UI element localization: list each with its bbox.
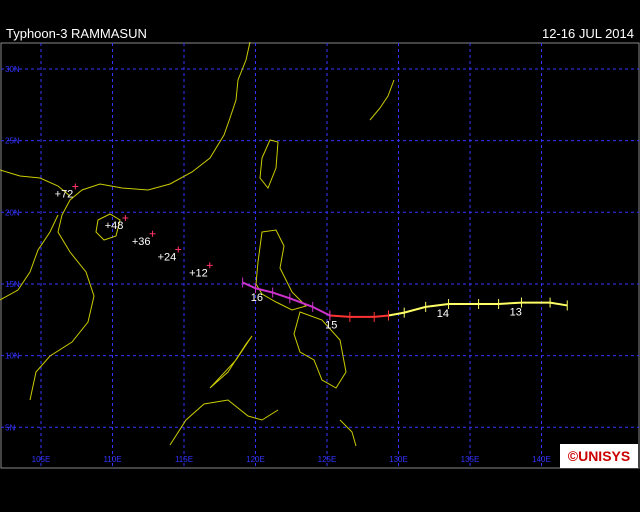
day-label: 15 (325, 319, 337, 331)
lon-label: 120E (246, 455, 265, 464)
grid: 30N 25N 20N 15N 10N 5N 105E 110E 115E 120E 125E 130… (1, 43, 639, 468)
logo-bg (560, 444, 638, 468)
coast (255, 229, 307, 311)
lon-label: 125E (318, 455, 337, 464)
forecast-point (72, 183, 79, 190)
lon-label: 115E (175, 455, 193, 464)
forecast-label: +48 (105, 220, 124, 232)
forecast-point (122, 215, 129, 222)
lon-label: 140E (532, 455, 551, 464)
map-frame (0, 42, 640, 469)
coast (293, 311, 347, 389)
lon-label: 105E (32, 455, 51, 464)
coast (209, 335, 253, 389)
coastlines (0, 41, 395, 447)
day-label: 14 (437, 308, 449, 320)
forecast-point (149, 230, 156, 237)
lat-label: 10N (5, 352, 20, 361)
day-label: 16 (251, 292, 263, 304)
lat-label: 25N (5, 137, 20, 146)
day-label: 13 (510, 307, 522, 319)
dates: 12-16 JUL 2014 (542, 26, 634, 41)
lat-label: 30N (5, 65, 20, 74)
forecast-label: +36 (132, 236, 151, 248)
coast (95, 213, 121, 241)
lon-label: 135E (461, 455, 480, 464)
coast (169, 399, 279, 446)
track: 13 14 15 16 +12 +24 +36 +48 +72 (55, 183, 568, 331)
forecast-label: +12 (189, 267, 208, 279)
logo: ©UNISYS (568, 448, 630, 464)
forecast-point (175, 246, 182, 253)
coast (0, 214, 59, 301)
coast (339, 419, 357, 447)
lat-label: 20N (5, 208, 20, 217)
coast (369, 79, 395, 121)
title: Typhoon-3 RAMMASUN (6, 26, 147, 41)
track-segment (242, 281, 331, 317)
lat-label: 15N (5, 280, 20, 289)
lon-label: 130E (389, 455, 408, 464)
forecast-point (206, 262, 213, 269)
forecast-label: +72 (55, 189, 74, 201)
forecast-label: +24 (158, 252, 177, 264)
coast (259, 139, 279, 189)
lat-label: 5N (5, 423, 15, 432)
logo-box: ©UNISYS (560, 444, 638, 468)
coast (29, 41, 251, 401)
lon-label: 110E (103, 455, 121, 464)
track-segment (329, 314, 389, 318)
coast (0, 169, 71, 197)
